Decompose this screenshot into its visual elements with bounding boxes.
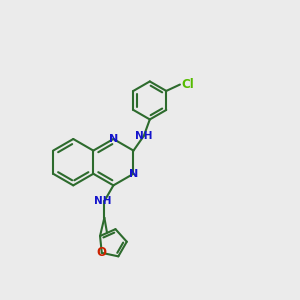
Text: N: N	[109, 134, 118, 144]
Text: Cl: Cl	[182, 78, 194, 91]
Text: N: N	[129, 169, 138, 179]
Text: NH: NH	[135, 131, 153, 141]
Text: NH: NH	[94, 196, 112, 206]
Text: O: O	[97, 246, 107, 259]
